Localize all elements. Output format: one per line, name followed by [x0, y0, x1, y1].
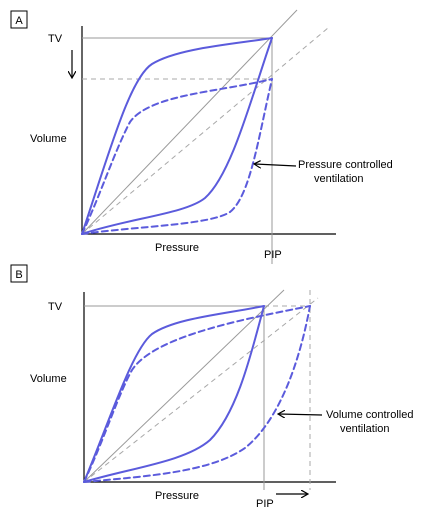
panel-b: B TV Volume Pressure PIP Volume controll…: [10, 264, 413, 510]
panel-a-note-line2: ventilation: [314, 173, 364, 185]
panel-a-note-line1: Pressure controlled: [298, 159, 393, 171]
panel-a-solid-inflation-curve: [81, 37, 273, 235]
panel-b-letter-box: [10, 264, 28, 283]
panel-b-tv-label: TV: [48, 301, 63, 313]
panel-b-dashed-inflation-curve: [83, 305, 311, 483]
panel-b-solid-deflation-curve: [83, 305, 265, 483]
panel-b-compliance-solid: [83, 289, 285, 483]
panel-a: A TV Volume Pressure PIP Pressure contro…: [10, 9, 393, 264]
panel-a-pip-label: PIP: [264, 249, 282, 261]
panel-b-note-line2: ventilation: [340, 423, 390, 435]
panel-a-y-axis-label: Volume: [30, 133, 67, 145]
panel-b-solid-inflation-curve: [83, 305, 265, 483]
panel-a-tv-label: TV: [48, 33, 63, 45]
panel-a-compliance-solid: [81, 9, 298, 235]
panel-b-compliance-dashed: [83, 297, 319, 483]
panel-b-y-axis-label: Volume: [30, 373, 67, 385]
panel-a-letter: A: [15, 15, 23, 27]
panel-a-compliance-dashed: [81, 27, 329, 235]
panel-b-dashed-deflation-curve: [83, 305, 311, 483]
panel-b-note-arrow: [279, 414, 323, 415]
panel-a-dashed-deflation-curve: [81, 78, 273, 235]
panel-a-dashed-inflation-curve: [81, 78, 273, 235]
panel-a-letter-box: [10, 10, 28, 29]
panel-b-x-axis-label: Pressure: [155, 490, 199, 502]
panel-b-note-line1: Volume controlled: [326, 409, 413, 421]
panel-a-note-arrow: [255, 164, 297, 166]
panel-a-solid-deflation-curve: [81, 37, 273, 235]
panel-b-pip-label: PIP: [256, 498, 274, 510]
panel-a-x-axis-label: Pressure: [155, 242, 199, 254]
panel-b-letter: B: [15, 269, 22, 281]
